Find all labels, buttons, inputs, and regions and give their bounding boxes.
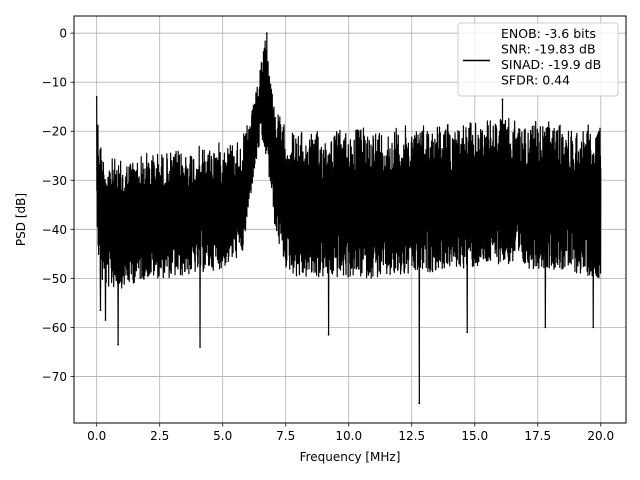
- x-tick-label: 0.0: [87, 429, 106, 443]
- x-tick-label: 10.0: [335, 429, 362, 443]
- psd-notable-point: [592, 326, 595, 329]
- x-tick-label: 5.0: [213, 429, 232, 443]
- psd-notable-point: [418, 402, 421, 405]
- psd-trace: [96, 32, 602, 404]
- y-tick-label: −50: [42, 272, 67, 286]
- y-tick-label: −60: [42, 321, 67, 335]
- y-tick-label: 0: [59, 27, 67, 41]
- x-axis-label: Frequency [MHz]: [300, 450, 401, 464]
- x-tick-label: 17.5: [524, 429, 551, 443]
- psd-notable-point: [95, 96, 98, 98]
- x-ticks: 0.0 2.5 5.0 7.5 10.0 12.5 15.0 17.5 20.0: [87, 423, 614, 443]
- y-tick-label: −10: [42, 76, 67, 90]
- psd-notable-point: [99, 309, 102, 312]
- psd-notable-point: [199, 346, 201, 348]
- psd-notable-point: [327, 333, 330, 336]
- psd-notable-point: [265, 32, 268, 35]
- x-tick-label: 12.5: [398, 429, 425, 443]
- psd-notable-point: [117, 343, 120, 346]
- y-tick-label: −40: [42, 223, 67, 237]
- y-ticks: 0 −10 −20 −30 −40 −50 −60 −70: [42, 27, 74, 384]
- y-axis-label: PSD [dB]: [14, 193, 28, 246]
- psd-notable-point: [501, 98, 504, 101]
- y-tick-label: −30: [42, 174, 67, 188]
- psd-notable-point: [544, 326, 547, 329]
- y-tick-label: −70: [42, 370, 67, 384]
- legend-entry-line: SNR: -19.83 dB: [501, 42, 596, 57]
- psd-notable-point: [466, 331, 469, 334]
- y-tick-label: −20: [42, 125, 67, 139]
- legend-entry-line: SFDR: 0.44: [501, 73, 570, 88]
- psd-series: [95, 32, 602, 405]
- x-tick-label: 15.0: [461, 429, 488, 443]
- x-tick-label: 7.5: [276, 429, 295, 443]
- x-tick-label: 2.5: [150, 429, 169, 443]
- psd-notable-point: [104, 319, 107, 321]
- legend-entry-line: ENOB: -3.6 bits: [501, 26, 596, 41]
- legend-box: [457, 22, 619, 97]
- x-tick-label: 20.0: [587, 429, 614, 443]
- axes-frame: [73, 15, 627, 424]
- legend-entry-line: SINAD: -19.9 dB: [501, 57, 601, 72]
